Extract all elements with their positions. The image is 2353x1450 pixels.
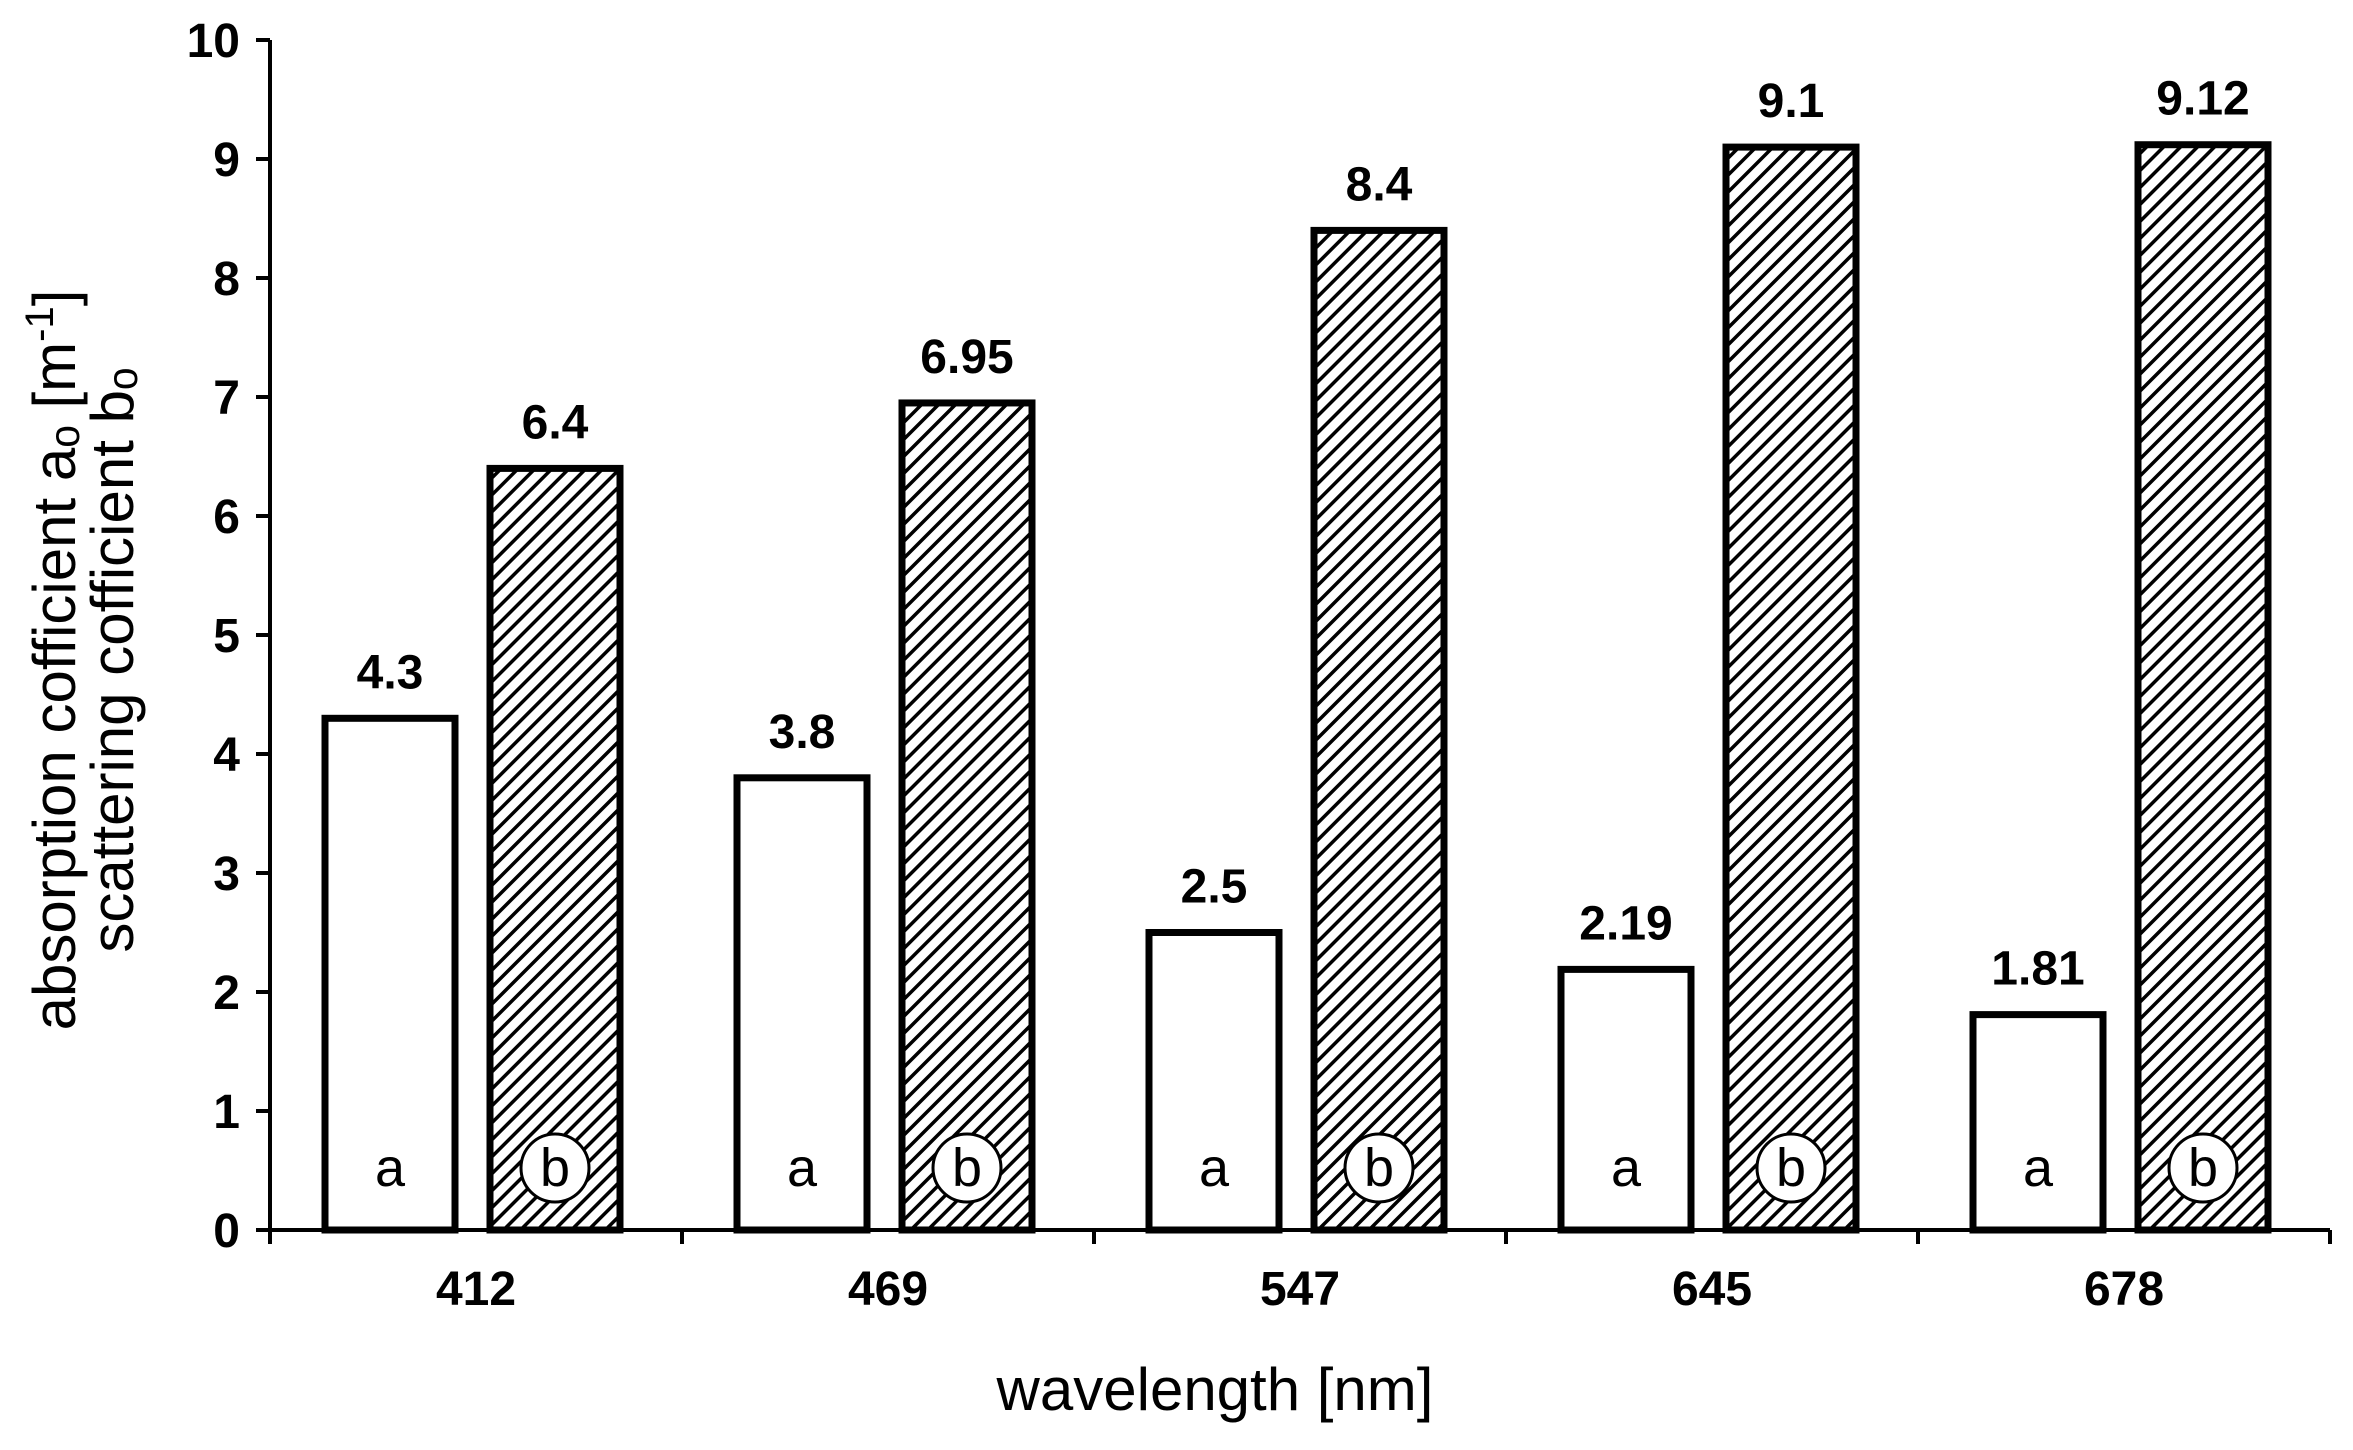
bar-tag-label: b bbox=[540, 1138, 570, 1198]
bar-tag-circle bbox=[519, 1132, 591, 1204]
y-tick-label: 8 bbox=[213, 253, 240, 306]
x-tick-label: 469 bbox=[848, 1263, 928, 1316]
y-axis-title-line2: scattering cofficient bₒ bbox=[79, 367, 146, 952]
bar-tag-circle bbox=[1755, 1132, 1827, 1204]
value-label: 1.81 bbox=[1991, 943, 2084, 996]
value-label: 9.1 bbox=[1758, 75, 1825, 128]
x-tick-label: 547 bbox=[1260, 1263, 1340, 1316]
y-tick-label: 6 bbox=[213, 491, 240, 544]
y-tick-label: 1 bbox=[213, 1086, 240, 1139]
bar-tag-label: a bbox=[787, 1138, 818, 1198]
x-axis-title: wavelength [nm] bbox=[996, 1356, 1434, 1423]
x-tick-label: 412 bbox=[436, 1263, 516, 1316]
value-label: 8.4 bbox=[1346, 158, 1413, 211]
bar-tag-label: b bbox=[952, 1138, 982, 1198]
bar-a bbox=[321, 714, 459, 1234]
x-tick-label: 645 bbox=[1672, 1263, 1752, 1316]
bars bbox=[321, 141, 2272, 1234]
bar-tag-circle bbox=[931, 1132, 1003, 1204]
y-axis-title-superscript: -1 bbox=[18, 306, 62, 342]
bar-b bbox=[898, 399, 1036, 1234]
value-label: 3.8 bbox=[769, 706, 836, 759]
value-label: 6.95 bbox=[920, 331, 1013, 384]
bar-tag-label: a bbox=[375, 1138, 406, 1198]
value-label: 4.3 bbox=[357, 646, 424, 699]
bar-a bbox=[1145, 929, 1283, 1234]
y-axis-title: absorption cofficient aₒ [m-1] scatterin… bbox=[18, 290, 146, 1031]
bar-tag-label: b bbox=[2188, 1138, 2218, 1198]
svg-text:absorption cofficient aₒ [m-: absorption cofficient aₒ [m-1] bbox=[18, 290, 88, 1031]
bar-b bbox=[2134, 141, 2272, 1234]
bar-a bbox=[1969, 1011, 2107, 1234]
y-tick-label: 0 bbox=[213, 1205, 240, 1258]
labels: 4.3 a 6.4 b 3.8 a 6.95 b 2.5 a 8.4 b 2.19 a 9.1 b 1.81 a 9… bbox=[357, 73, 2250, 1204]
y-tick-label: 4 bbox=[213, 729, 240, 782]
bar-tag-label: a bbox=[1611, 1138, 1642, 1198]
value-label: 9.12 bbox=[2156, 73, 2249, 126]
x-tick-label: 678 bbox=[2084, 1263, 2164, 1316]
bar-tag-label: a bbox=[1199, 1138, 1230, 1198]
value-label: 2.19 bbox=[1579, 897, 1672, 950]
bar-tag-circle bbox=[1343, 1132, 1415, 1204]
bar-b bbox=[486, 464, 624, 1234]
bar-b bbox=[1722, 143, 1860, 1234]
bar-a bbox=[1557, 965, 1695, 1234]
y-tick-label: 5 bbox=[213, 610, 240, 663]
y-axis-title-bracket: ] bbox=[21, 290, 88, 307]
y-tick-label: 10 bbox=[187, 15, 240, 68]
value-label: 2.5 bbox=[1181, 861, 1248, 914]
bar-b bbox=[1310, 226, 1448, 1234]
value-label: 6.4 bbox=[522, 396, 589, 449]
bar-tag-label: b bbox=[1776, 1138, 1806, 1198]
bar-a bbox=[733, 774, 871, 1234]
y-tick-label: 7 bbox=[213, 372, 240, 425]
y-tick-label: 2 bbox=[213, 967, 240, 1020]
bar-tag-label: a bbox=[2023, 1138, 2054, 1198]
y-tick-label: 3 bbox=[213, 848, 240, 901]
bar-tag-label: b bbox=[1364, 1138, 1394, 1198]
y-axis-title-line1: absorption cofficient aₒ [m bbox=[21, 342, 88, 1031]
bar-tag-circle bbox=[2167, 1132, 2239, 1204]
y-tick-label: 9 bbox=[213, 134, 240, 187]
